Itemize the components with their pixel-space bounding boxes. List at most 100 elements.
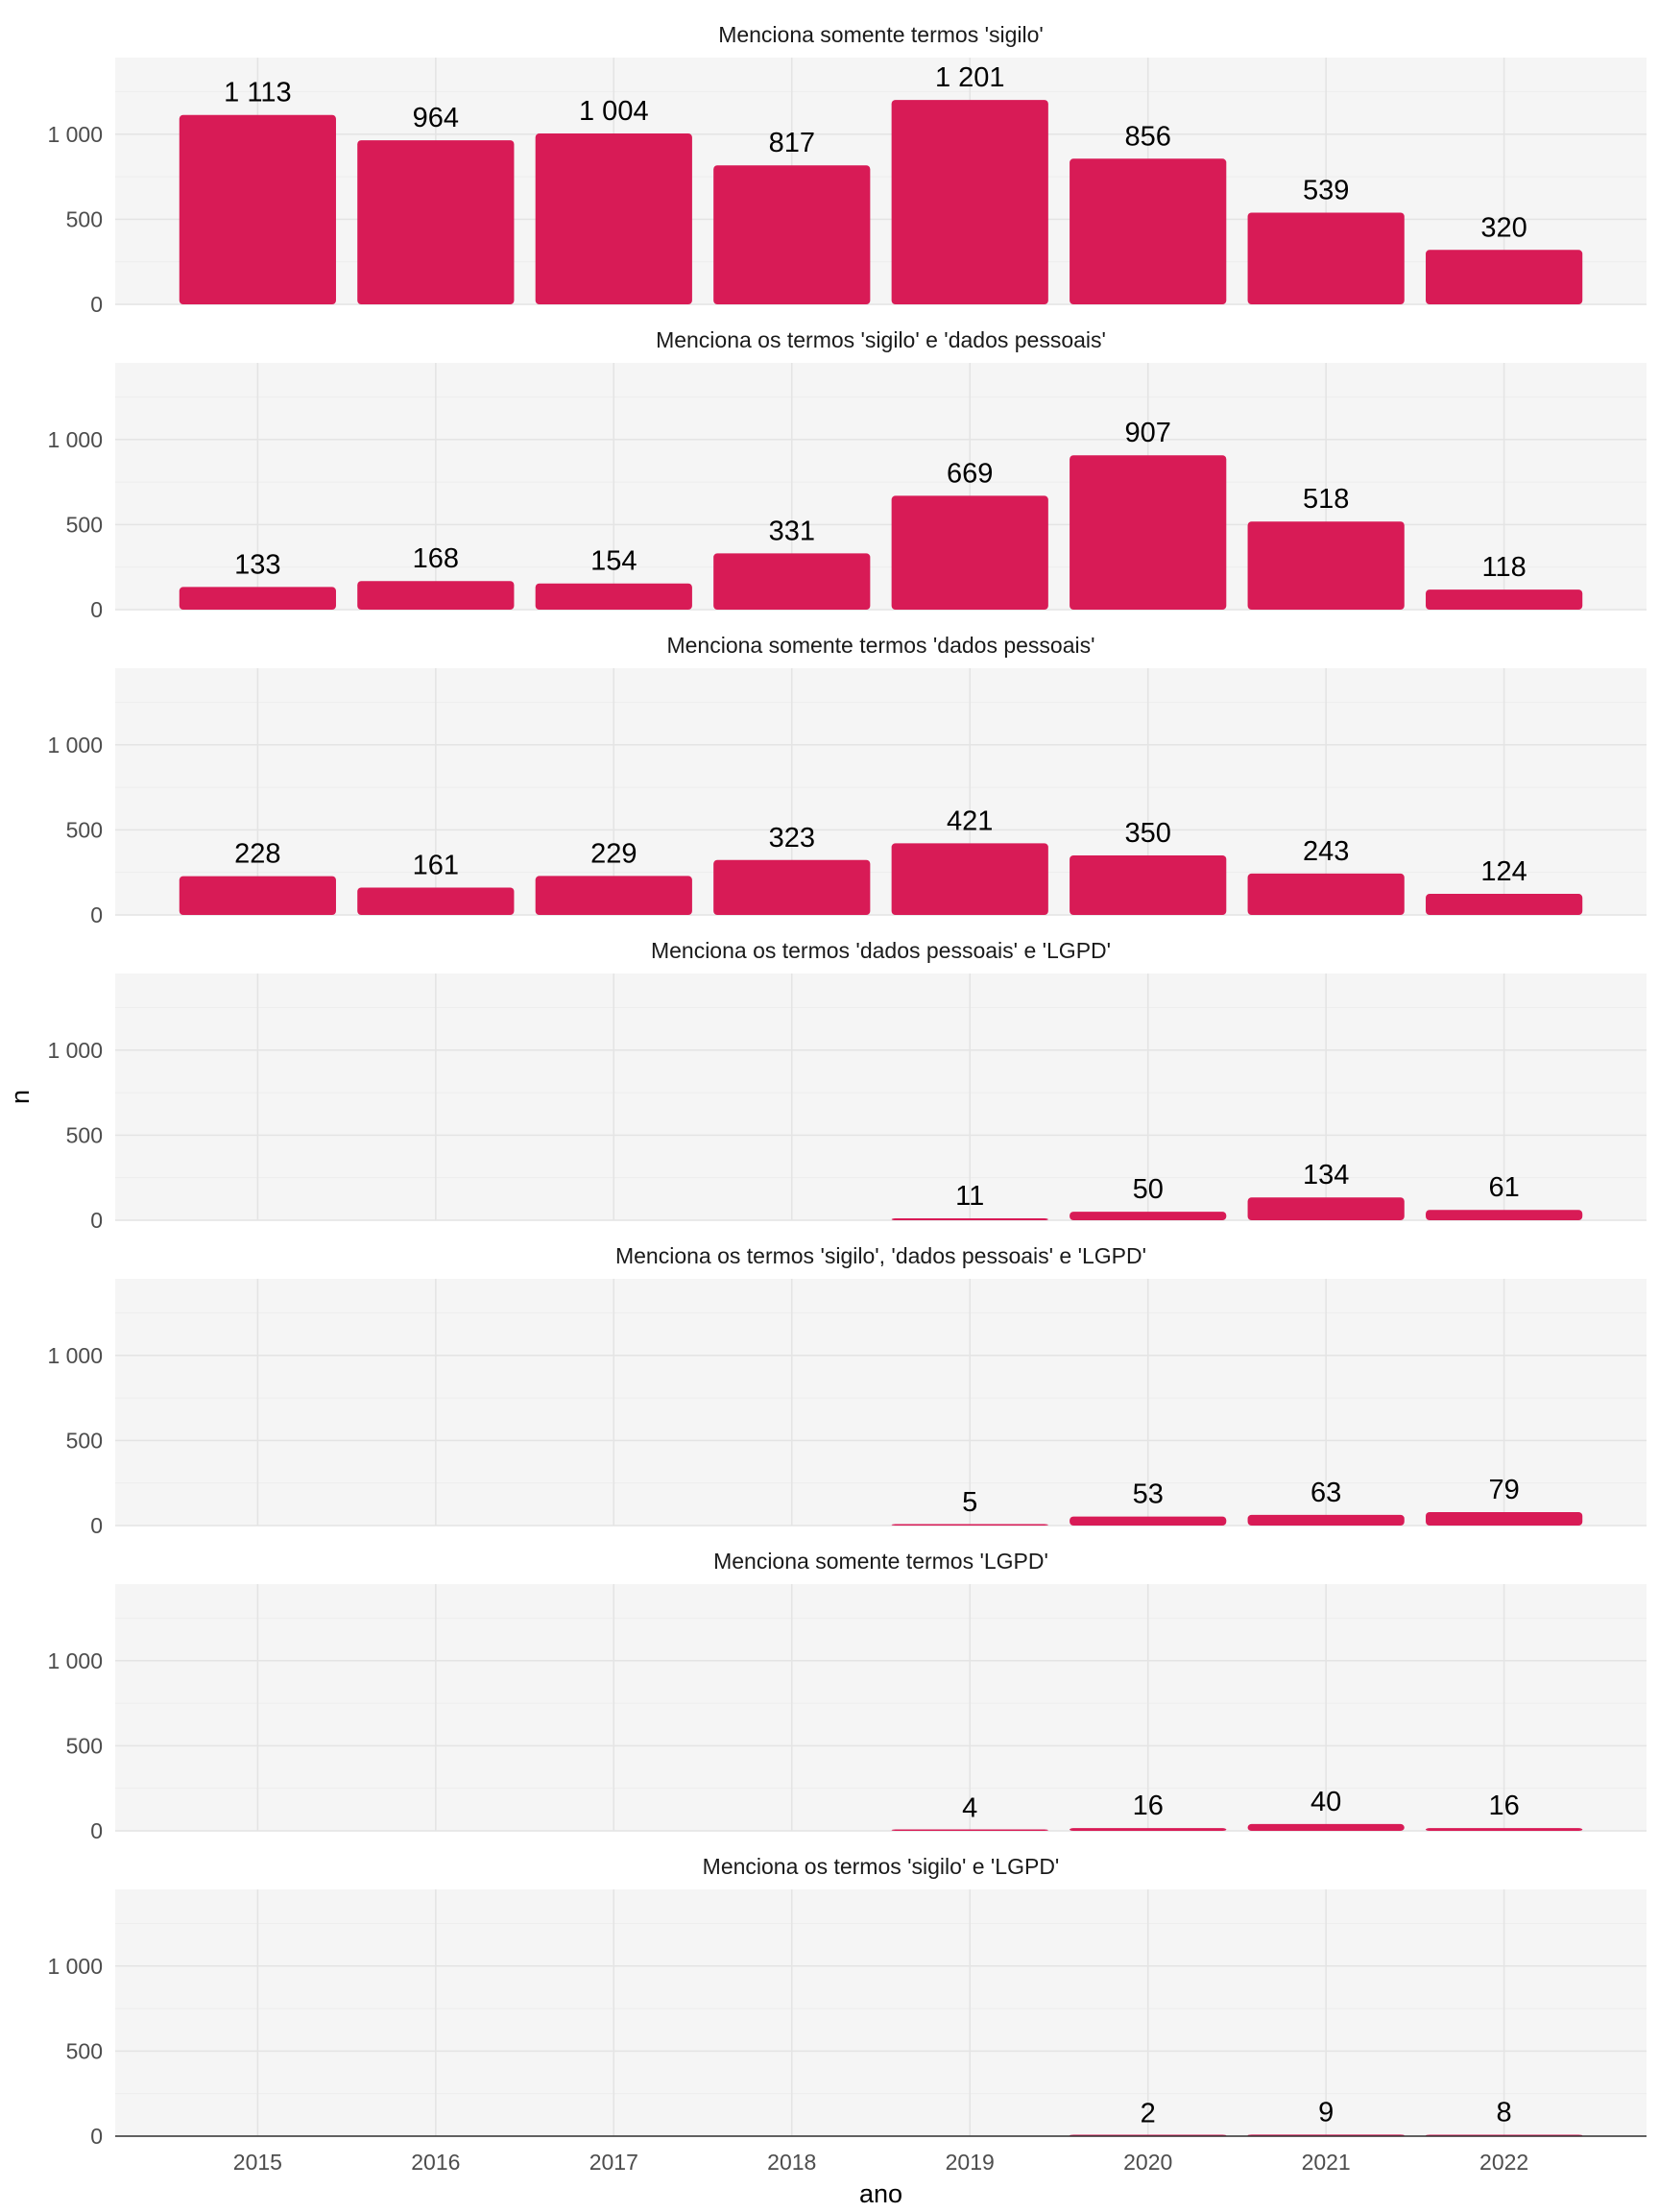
data-label: 350	[1125, 818, 1171, 849]
data-label: 320	[1480, 212, 1527, 243]
y-tick-label: 1 000	[47, 122, 103, 147]
y-tick-label: 1 000	[47, 1954, 103, 1979]
data-label: 518	[1303, 484, 1349, 515]
data-label: 4	[962, 1792, 977, 1823]
data-label: 53	[1133, 1479, 1164, 1510]
facet-panel-5: Menciona os termos 'sigilo', 'dados pess…	[47, 1243, 1647, 1538]
x-tick-label: 2020	[1123, 2150, 1172, 2175]
panel-background	[115, 1584, 1647, 1831]
bar-2019	[891, 100, 1048, 304]
facet-title: Menciona somente termos 'LGPD'	[713, 1549, 1048, 1574]
bar-2022	[1426, 250, 1583, 304]
bar-2020	[1070, 854, 1227, 915]
x-tick-label: 2017	[589, 2150, 638, 2175]
x-tick-label: 2018	[767, 2150, 816, 2175]
y-tick-label: 500	[66, 1733, 103, 1758]
data-label: 11	[955, 1181, 984, 1212]
data-label: 964	[413, 103, 459, 133]
y-tick-label: 0	[90, 597, 103, 622]
y-tick-label: 1 000	[47, 1343, 103, 1368]
data-label: 9	[1318, 2097, 1334, 2128]
bar-2016	[357, 581, 515, 610]
y-tick-label: 1 000	[47, 427, 103, 452]
data-label: 61	[1488, 1172, 1519, 1203]
bar-2021	[1247, 873, 1405, 915]
bar-2021	[1247, 521, 1405, 610]
facet-panel-1: Menciona somente termos 'sigilo' 0 500 1 00…	[47, 22, 1647, 317]
facet-title: Menciona os termos 'sigilo', 'dados pess…	[615, 1243, 1146, 1268]
bar-2022	[1426, 589, 1583, 610]
x-tick-label: 2019	[946, 2150, 995, 2175]
facet-title: Menciona somente termos 'dados pessoais'	[666, 633, 1094, 658]
data-label: 154	[590, 546, 637, 577]
y-tick-label: 500	[66, 817, 103, 842]
bar-2019	[891, 1829, 1048, 1831]
panel-background	[115, 668, 1647, 915]
data-label: 40	[1310, 1787, 1341, 1817]
bar-2020	[1070, 1212, 1227, 1220]
x-tick-label: 2022	[1479, 2150, 1528, 2175]
data-label: 421	[947, 805, 993, 836]
x-tick-label: 2016	[411, 2150, 460, 2175]
bar-2021	[1247, 212, 1405, 304]
data-label: 323	[769, 823, 815, 854]
facet-panel-4: Menciona os termos 'dados pessoais' e 'L…	[47, 938, 1647, 1233]
facet-title: Menciona os termos 'dados pessoais' e 'L…	[651, 938, 1111, 963]
panel-background	[115, 363, 1647, 610]
y-tick-label: 500	[66, 1122, 103, 1147]
bar-2020	[1070, 158, 1227, 304]
bar-2017	[535, 876, 692, 915]
bar-2015	[179, 876, 336, 915]
data-label: 2	[1141, 2099, 1156, 2129]
data-label: 907	[1125, 418, 1171, 448]
y-tick-label: 500	[66, 1428, 103, 1453]
bar-2019	[891, 843, 1048, 915]
data-label: 5	[962, 1487, 977, 1518]
y-tick-label: 1 000	[47, 1648, 103, 1673]
data-label: 669	[947, 458, 993, 489]
data-label: 161	[413, 850, 459, 880]
x-tick-label: 2015	[233, 2150, 282, 2175]
bar-2018	[713, 553, 871, 610]
data-label: 1 201	[935, 62, 1005, 93]
data-label: 63	[1310, 1478, 1341, 1508]
bar-2021	[1247, 1514, 1405, 1526]
bar-2020	[1070, 455, 1227, 610]
data-label: 229	[590, 838, 637, 869]
bar-2020	[1070, 1828, 1227, 1831]
data-label: 50	[1133, 1174, 1164, 1205]
bar-2019	[891, 495, 1048, 610]
data-label: 8	[1497, 2098, 1512, 2128]
panel-background	[115, 58, 1647, 304]
y-tick-label: 0	[90, 292, 103, 317]
bar-2017	[535, 583, 692, 610]
bar-2017	[535, 133, 692, 304]
bar-2018	[713, 165, 871, 304]
y-tick-label: 1 000	[47, 733, 103, 757]
data-label: 124	[1480, 856, 1527, 887]
data-label: 168	[413, 543, 459, 574]
bar-2022	[1426, 1210, 1583, 1220]
y-tick-label: 0	[90, 1208, 103, 1233]
y-axis-title: n	[6, 1090, 35, 1104]
bar-2021	[1247, 1823, 1405, 1831]
bar-2020	[1070, 1516, 1227, 1526]
data-label: 79	[1488, 1475, 1519, 1505]
facet-title: Menciona os termos 'sigilo' e 'LGPD'	[703, 1854, 1060, 1879]
bar-2022	[1426, 1828, 1583, 1831]
bar-2019	[891, 1218, 1048, 1220]
bar-2022	[1426, 894, 1583, 915]
bar-2016	[357, 887, 515, 915]
data-label: 133	[234, 549, 280, 580]
facet-panel-3: Menciona somente termos 'dados pessoais'…	[47, 633, 1647, 927]
bar-2015	[179, 114, 336, 304]
facet-panel-2: Menciona os termos 'sigilo' e 'dados pes…	[47, 327, 1647, 622]
data-label: 16	[1133, 1791, 1164, 1821]
bar-2021	[1247, 1197, 1405, 1220]
y-tick-label: 500	[66, 512, 103, 537]
bar-2016	[357, 140, 515, 304]
y-tick-label: 0	[90, 2124, 103, 2149]
data-label: 118	[1482, 552, 1527, 583]
data-label: 1 113	[224, 78, 291, 108]
